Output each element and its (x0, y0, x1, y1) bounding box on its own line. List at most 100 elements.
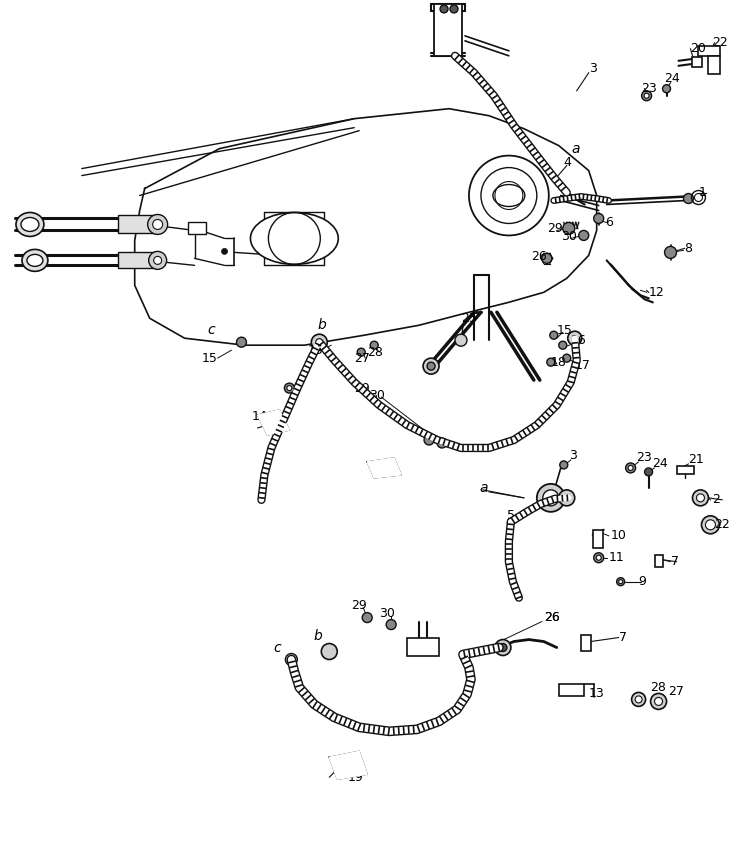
Text: 19: 19 (347, 771, 363, 784)
Text: 25: 25 (461, 312, 477, 324)
Circle shape (499, 644, 507, 652)
Text: 2: 2 (712, 494, 720, 507)
Bar (187, 223, 206, 235)
Text: 8: 8 (684, 242, 692, 255)
Text: 26: 26 (531, 250, 547, 263)
Bar (709, 56, 720, 73)
Circle shape (547, 358, 555, 366)
Circle shape (641, 91, 651, 101)
Circle shape (287, 386, 292, 391)
Text: 14: 14 (252, 410, 267, 423)
Text: 29: 29 (547, 222, 563, 235)
Text: 30: 30 (379, 607, 395, 620)
Text: c: c (273, 640, 281, 654)
Text: 29: 29 (354, 381, 370, 394)
Bar (593, 530, 602, 548)
Text: 15: 15 (557, 324, 572, 337)
Text: 22: 22 (712, 36, 728, 49)
Ellipse shape (27, 255, 43, 267)
Circle shape (427, 362, 435, 370)
Bar (559, 684, 583, 696)
Text: 9: 9 (638, 575, 646, 589)
Bar (676, 466, 695, 474)
Polygon shape (135, 109, 597, 345)
Text: 7: 7 (619, 631, 627, 644)
Text: 20: 20 (690, 42, 706, 55)
Ellipse shape (22, 249, 48, 271)
Circle shape (495, 639, 511, 656)
Text: 6: 6 (605, 216, 613, 229)
Circle shape (568, 331, 582, 345)
Circle shape (321, 644, 337, 659)
Text: 21: 21 (689, 453, 704, 466)
Circle shape (450, 5, 458, 13)
Text: 15: 15 (201, 351, 217, 365)
Circle shape (154, 256, 162, 264)
Circle shape (362, 613, 372, 622)
Text: c: c (208, 324, 215, 337)
Text: b: b (313, 628, 322, 643)
Circle shape (440, 5, 448, 13)
Ellipse shape (21, 217, 39, 231)
Circle shape (626, 463, 635, 473)
Circle shape (651, 694, 667, 709)
Circle shape (644, 93, 649, 98)
Circle shape (559, 341, 567, 350)
Text: 26: 26 (544, 611, 559, 624)
Circle shape (563, 223, 575, 235)
Circle shape (616, 577, 624, 586)
Circle shape (635, 696, 642, 702)
Text: 10: 10 (610, 529, 627, 542)
Bar (654, 555, 662, 567)
Bar (407, 638, 439, 656)
Bar (580, 634, 591, 651)
Text: 28: 28 (651, 681, 666, 694)
Circle shape (706, 520, 715, 530)
Circle shape (696, 494, 704, 502)
Text: 17: 17 (575, 359, 591, 372)
Bar (118, 216, 156, 233)
Circle shape (153, 219, 163, 230)
Circle shape (285, 653, 297, 665)
Text: 13: 13 (589, 687, 605, 700)
Circle shape (594, 552, 604, 563)
Text: 27: 27 (354, 351, 370, 365)
Text: 27: 27 (668, 685, 684, 698)
Circle shape (357, 348, 365, 356)
Circle shape (563, 354, 571, 362)
Circle shape (236, 337, 247, 347)
Circle shape (701, 516, 720, 534)
Circle shape (654, 697, 662, 705)
Text: 3: 3 (569, 450, 577, 463)
Circle shape (645, 468, 652, 476)
Circle shape (628, 465, 633, 470)
Text: a: a (479, 481, 488, 494)
Circle shape (542, 254, 552, 263)
Text: 30: 30 (369, 388, 385, 401)
Text: 31: 31 (369, 462, 385, 475)
Circle shape (437, 438, 447, 448)
Circle shape (469, 155, 549, 236)
Text: 3: 3 (589, 62, 597, 75)
Circle shape (632, 692, 646, 707)
Polygon shape (367, 458, 401, 478)
Text: 5: 5 (507, 509, 515, 522)
Circle shape (386, 620, 396, 630)
Text: 28: 28 (367, 346, 383, 359)
Text: 26: 26 (544, 611, 559, 624)
Circle shape (148, 215, 168, 235)
Circle shape (579, 230, 589, 241)
Circle shape (284, 383, 294, 393)
Bar (434, 4, 462, 56)
Circle shape (423, 358, 439, 375)
Circle shape (662, 85, 671, 92)
Circle shape (560, 461, 568, 469)
Text: 4: 4 (564, 156, 572, 169)
Text: 15: 15 (307, 343, 324, 356)
Text: 11: 11 (609, 551, 624, 564)
Circle shape (543, 490, 559, 506)
Ellipse shape (250, 212, 338, 264)
Text: 23: 23 (637, 451, 652, 464)
Circle shape (692, 490, 709, 506)
Text: 18: 18 (550, 356, 567, 369)
